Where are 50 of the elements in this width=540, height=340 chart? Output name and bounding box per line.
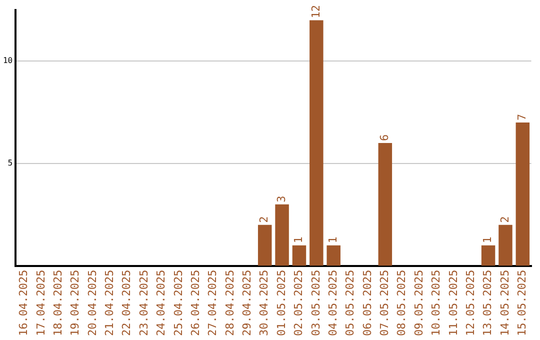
data-label: 2 <box>498 216 512 223</box>
data-label: 1 <box>481 236 494 244</box>
data-label: 12 <box>309 4 322 18</box>
y-tick-label: 5 <box>8 158 13 168</box>
x-tick-label: 29.04.2025 <box>240 270 254 336</box>
bar <box>292 245 306 266</box>
x-tick-label: 10.05.2025 <box>430 270 443 336</box>
x-tick-label: 20.04.2025 <box>86 270 99 336</box>
x-tick-label: 24.04.2025 <box>154 270 168 336</box>
x-tick-label: 22.04.2025 <box>120 270 134 336</box>
data-label: 2 <box>258 216 271 223</box>
x-tick-label: 25.04.2025 <box>172 270 185 336</box>
bar <box>481 245 496 266</box>
x-tick-label: 18.04.2025 <box>51 270 64 336</box>
x-tick-label: 19.04.2025 <box>68 270 82 336</box>
x-tick-label: 01.05.2025 <box>274 270 288 336</box>
bar <box>258 224 272 266</box>
data-label: 7 <box>516 114 529 121</box>
x-tick-label: 06.05.2025 <box>360 270 374 336</box>
x-tick-label: 05.05.2025 <box>344 270 357 336</box>
x-tick-label: 03.05.2025 <box>309 270 322 336</box>
bar <box>275 204 289 266</box>
data-label: 6 <box>378 134 392 142</box>
bar <box>516 122 530 266</box>
x-tick-label: 26.04.2025 <box>188 270 202 336</box>
x-tick-label: 02.05.2025 <box>292 270 306 336</box>
x-tick-label: 15.05.2025 <box>516 270 529 336</box>
x-tick-label: 14.05.2025 <box>498 270 512 336</box>
x-tick-label: 12.05.2025 <box>464 270 477 336</box>
x-tick-label: 30.04.2025 <box>258 270 271 336</box>
x-tick-label: 09.05.2025 <box>412 270 426 336</box>
data-label: 1 <box>292 236 306 244</box>
x-tick-label: 28.04.2025 <box>223 270 236 336</box>
bar <box>326 245 340 266</box>
bar <box>310 20 324 266</box>
data-label: 3 <box>274 196 288 202</box>
x-tick-label: 27.04.2025 <box>206 270 220 336</box>
x-tick-label: 17.04.2025 <box>34 270 48 336</box>
y-tick-label: 10 <box>2 56 13 66</box>
x-tick-label: 21.04.2025 <box>103 270 116 336</box>
x-tick-label: 04.05.2025 <box>326 270 340 336</box>
bar <box>378 143 392 266</box>
bar <box>498 224 512 266</box>
x-tick-label: 11.05.2025 <box>446 270 460 336</box>
x-tick-label: 07.05.2025 <box>378 270 392 336</box>
x-tick-label: 23.04.2025 <box>137 270 150 336</box>
x-tick-label: 13.05.2025 <box>481 270 494 336</box>
x-tick-label: 16.04.2025 <box>17 270 30 336</box>
x-tick-label: 08.05.2025 <box>395 270 408 336</box>
data-label: 1 <box>326 236 340 244</box>
